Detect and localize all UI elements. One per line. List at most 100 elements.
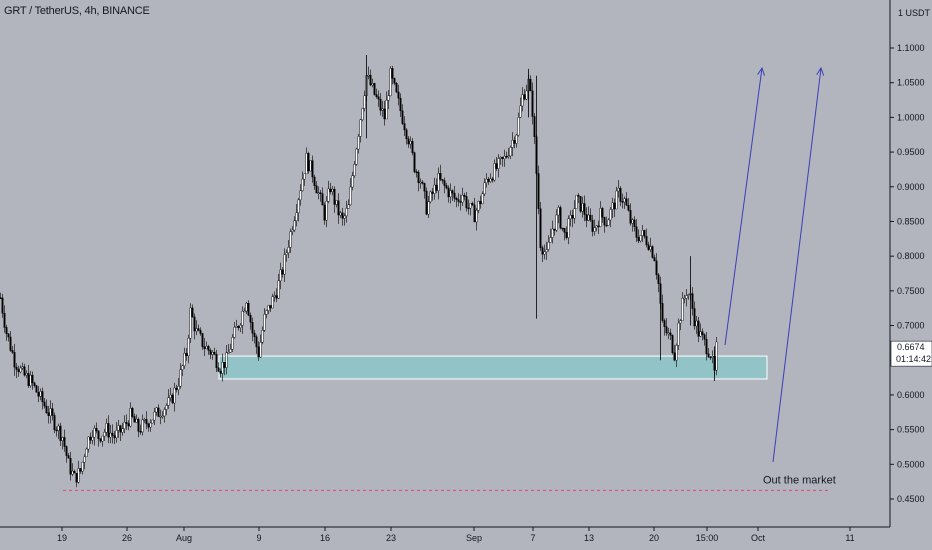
candle-body xyxy=(545,249,548,253)
candle-body xyxy=(135,418,138,423)
candle-body xyxy=(583,203,586,215)
candle-body xyxy=(625,198,628,206)
candle-body xyxy=(93,428,96,438)
candle-body xyxy=(143,419,146,421)
candle-body xyxy=(635,226,638,238)
candle-body xyxy=(229,349,232,353)
candle-body xyxy=(393,78,396,84)
candle-body xyxy=(597,225,600,228)
candle-body xyxy=(127,423,130,427)
candle-body xyxy=(337,200,340,216)
candle-body xyxy=(233,327,236,338)
candle-body xyxy=(507,155,510,158)
candle-body xyxy=(1,297,4,314)
candle-body xyxy=(303,173,306,180)
candle-body xyxy=(391,68,394,79)
candle-body xyxy=(561,227,564,230)
candle-body xyxy=(493,163,496,181)
candle-body xyxy=(533,116,536,137)
candle-body xyxy=(147,423,150,428)
candle-body xyxy=(361,108,364,121)
candle-body xyxy=(411,141,414,153)
candle-body xyxy=(657,274,660,284)
candle-body xyxy=(499,157,502,159)
candle-body xyxy=(183,352,186,367)
candle-body xyxy=(641,230,644,236)
candle-body xyxy=(603,217,606,226)
candle-body xyxy=(687,294,690,296)
candle-body xyxy=(543,251,546,255)
x-tick-label: 23 xyxy=(386,533,396,543)
candle-body xyxy=(165,405,168,410)
candle-body xyxy=(227,352,230,354)
candle-body xyxy=(57,425,60,431)
candle-body xyxy=(235,326,238,328)
candle-body xyxy=(581,203,584,212)
candle-body xyxy=(441,179,444,181)
candle-body xyxy=(425,190,428,215)
y-tick-label: 0.8000 xyxy=(897,251,925,261)
projection-arrow-short xyxy=(724,67,763,346)
candle-body xyxy=(71,470,74,475)
candle-body xyxy=(319,192,322,194)
candle-body xyxy=(619,188,622,202)
candle-body xyxy=(177,386,180,390)
candle-body xyxy=(3,313,6,328)
candle-body xyxy=(111,432,114,436)
candle-body xyxy=(9,336,12,351)
candle-body xyxy=(243,310,246,313)
candle-body xyxy=(75,472,78,483)
candle-body xyxy=(63,437,66,447)
candle-body xyxy=(351,175,354,188)
candle-body xyxy=(61,437,64,441)
candle-body xyxy=(21,366,24,369)
candle-body xyxy=(11,350,14,353)
candle-body xyxy=(655,260,658,276)
candle-body xyxy=(195,328,198,332)
candle-body xyxy=(29,374,32,386)
candle-body xyxy=(599,208,602,227)
candle-body xyxy=(269,305,272,309)
candle-body xyxy=(593,227,596,232)
candle-body xyxy=(611,202,614,210)
candle-body xyxy=(387,95,390,101)
candle-body xyxy=(167,397,170,406)
countdown-label: 01:14:42 xyxy=(896,354,931,364)
candle-body xyxy=(679,320,682,324)
candle-body xyxy=(339,212,342,216)
candle-body xyxy=(87,436,90,450)
x-tick-label: Oct xyxy=(751,533,766,543)
candle-body xyxy=(663,320,666,327)
candle-body xyxy=(559,207,562,229)
candle-body xyxy=(631,219,634,224)
candle-body xyxy=(145,419,148,425)
candle-body xyxy=(431,191,434,194)
candle-body xyxy=(211,352,214,355)
candle-body xyxy=(699,331,702,337)
candle-body xyxy=(677,322,680,346)
candle-body xyxy=(383,108,386,120)
candle-body xyxy=(685,295,688,299)
candle-body xyxy=(331,188,334,192)
candle-body xyxy=(307,153,310,172)
candle-body xyxy=(681,297,684,321)
candle-body xyxy=(41,391,44,403)
candle-body xyxy=(311,160,314,178)
candle-body xyxy=(511,140,514,148)
candle-body xyxy=(669,332,672,336)
candle-body xyxy=(445,185,448,189)
candle-body xyxy=(549,237,552,243)
candle-body xyxy=(419,181,422,184)
candle-body xyxy=(283,254,286,275)
candle-body xyxy=(259,342,262,358)
candle-body xyxy=(691,293,694,309)
candle-body xyxy=(333,188,336,205)
candle-body xyxy=(7,333,10,338)
candle-body xyxy=(551,228,554,238)
last-price-badge xyxy=(890,340,932,367)
candle-body xyxy=(557,207,560,216)
candle-body xyxy=(37,392,40,397)
candle-body xyxy=(675,345,678,361)
candle-body xyxy=(253,332,256,337)
